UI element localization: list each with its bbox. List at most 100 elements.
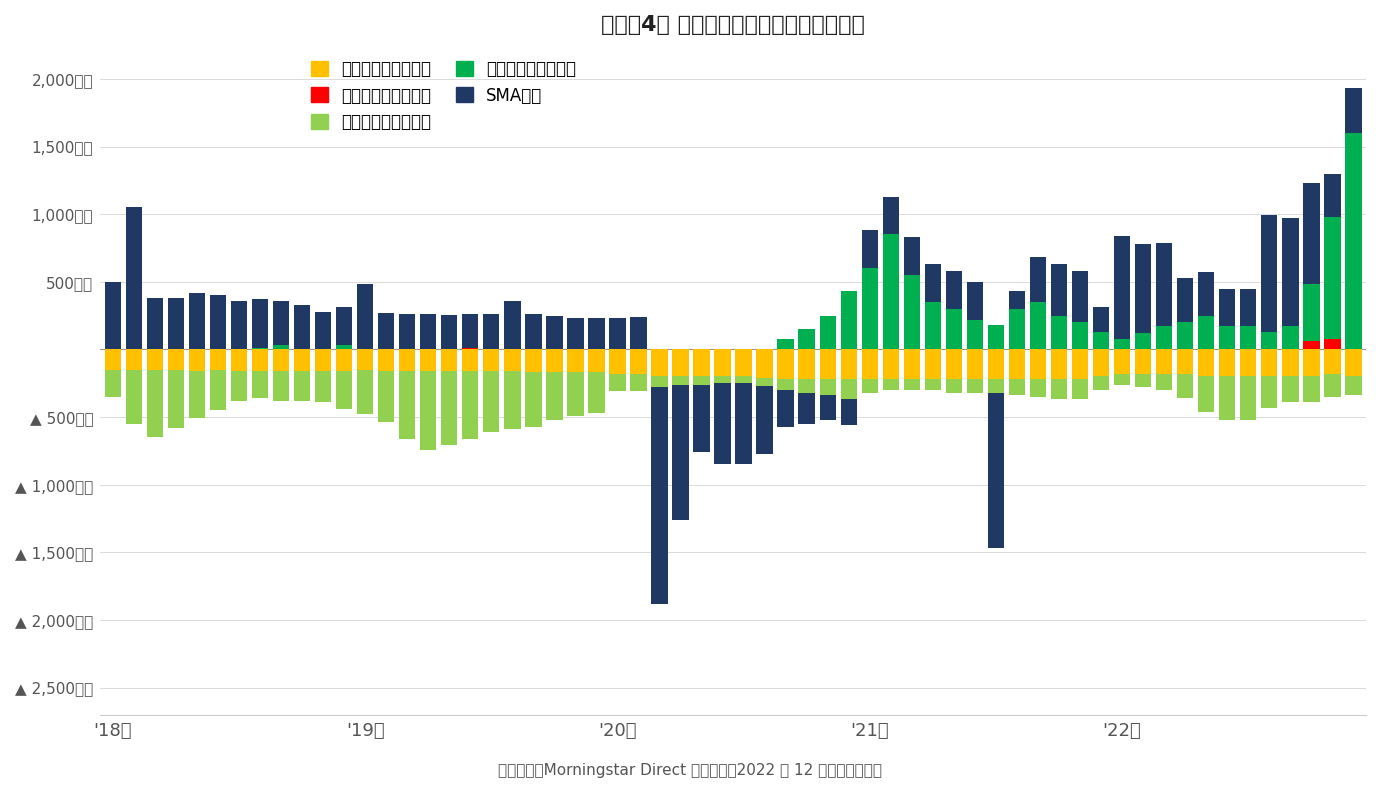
Bar <box>1304 376 1319 402</box>
Bar <box>251 350 268 371</box>
Bar <box>1072 379 1088 399</box>
Bar <box>167 369 184 428</box>
Bar <box>652 350 667 376</box>
Bar <box>841 399 858 425</box>
Bar <box>525 373 541 427</box>
Bar <box>841 350 858 379</box>
Bar <box>736 376 751 384</box>
Bar <box>1304 285 1319 341</box>
Bar <box>1282 350 1298 376</box>
Bar <box>1156 243 1172 326</box>
Bar <box>1324 339 1341 350</box>
Bar <box>987 350 1004 379</box>
Bar <box>420 314 436 350</box>
Bar <box>967 350 983 379</box>
Bar <box>862 230 878 268</box>
Bar <box>146 369 163 437</box>
Bar <box>757 378 773 386</box>
Bar <box>378 313 395 350</box>
Bar <box>1114 339 1130 350</box>
Bar <box>757 350 773 378</box>
Bar <box>673 376 689 384</box>
Bar <box>251 299 268 348</box>
Bar <box>630 374 646 391</box>
Bar <box>736 350 751 376</box>
Bar <box>1197 316 1214 350</box>
Bar <box>1008 350 1025 379</box>
Bar <box>1114 236 1130 339</box>
Bar <box>1030 379 1047 397</box>
Bar <box>778 390 794 427</box>
Bar <box>189 371 206 418</box>
Bar <box>630 317 646 350</box>
Bar <box>1345 88 1362 133</box>
Bar <box>545 373 562 420</box>
Bar <box>378 371 395 422</box>
Bar <box>315 311 331 350</box>
Bar <box>420 350 436 371</box>
Bar <box>167 298 184 350</box>
Bar <box>1324 174 1341 217</box>
Bar <box>1261 332 1277 350</box>
Bar <box>925 350 940 379</box>
Bar <box>441 315 457 350</box>
Bar <box>1304 350 1319 376</box>
Bar <box>903 350 920 379</box>
Bar <box>1282 219 1298 326</box>
Text: （資料）　Morningstar Direct より作成。2022 年 12 月のみ推計値。: （資料） Morningstar Direct より作成。2022 年 12 月… <box>499 763 882 778</box>
Bar <box>925 264 940 302</box>
Bar <box>105 281 122 350</box>
Bar <box>652 376 667 387</box>
Bar <box>568 350 584 373</box>
Bar <box>545 316 562 350</box>
Bar <box>399 371 416 439</box>
Bar <box>757 386 773 454</box>
Bar <box>1261 376 1277 408</box>
Bar <box>841 379 858 399</box>
Bar <box>1324 374 1341 397</box>
Bar <box>568 373 584 416</box>
Bar <box>882 350 899 379</box>
Bar <box>356 285 373 350</box>
Bar <box>1072 322 1088 350</box>
Bar <box>1177 322 1193 350</box>
Bar <box>336 345 352 350</box>
Bar <box>1177 374 1193 398</box>
Bar <box>210 350 226 369</box>
Bar <box>1282 376 1298 402</box>
Bar <box>967 281 983 320</box>
Bar <box>1051 264 1068 316</box>
Bar <box>1240 350 1257 376</box>
Bar <box>126 369 142 424</box>
Bar <box>1219 288 1236 326</box>
Bar <box>1051 379 1068 399</box>
Bar <box>819 316 836 350</box>
Bar <box>525 314 541 350</box>
Bar <box>1177 277 1193 322</box>
Bar <box>441 371 457 446</box>
Bar <box>1304 183 1319 285</box>
Bar <box>1051 350 1068 379</box>
Bar <box>441 350 457 371</box>
Bar <box>714 350 731 376</box>
Bar <box>673 384 689 520</box>
Bar <box>1092 350 1109 376</box>
Bar <box>483 314 500 350</box>
Bar <box>862 379 878 393</box>
Bar <box>967 320 983 350</box>
Bar <box>987 393 1004 549</box>
Bar <box>294 350 311 371</box>
Bar <box>1008 292 1025 309</box>
Bar <box>273 371 289 401</box>
Bar <box>231 301 247 350</box>
Bar <box>483 350 500 371</box>
Bar <box>819 395 836 420</box>
Bar <box>798 379 815 393</box>
Bar <box>882 234 899 350</box>
Bar <box>714 376 731 384</box>
Bar <box>251 348 268 350</box>
Bar <box>1240 326 1257 350</box>
Bar <box>778 350 794 379</box>
Bar <box>568 318 584 350</box>
Bar <box>463 348 478 350</box>
